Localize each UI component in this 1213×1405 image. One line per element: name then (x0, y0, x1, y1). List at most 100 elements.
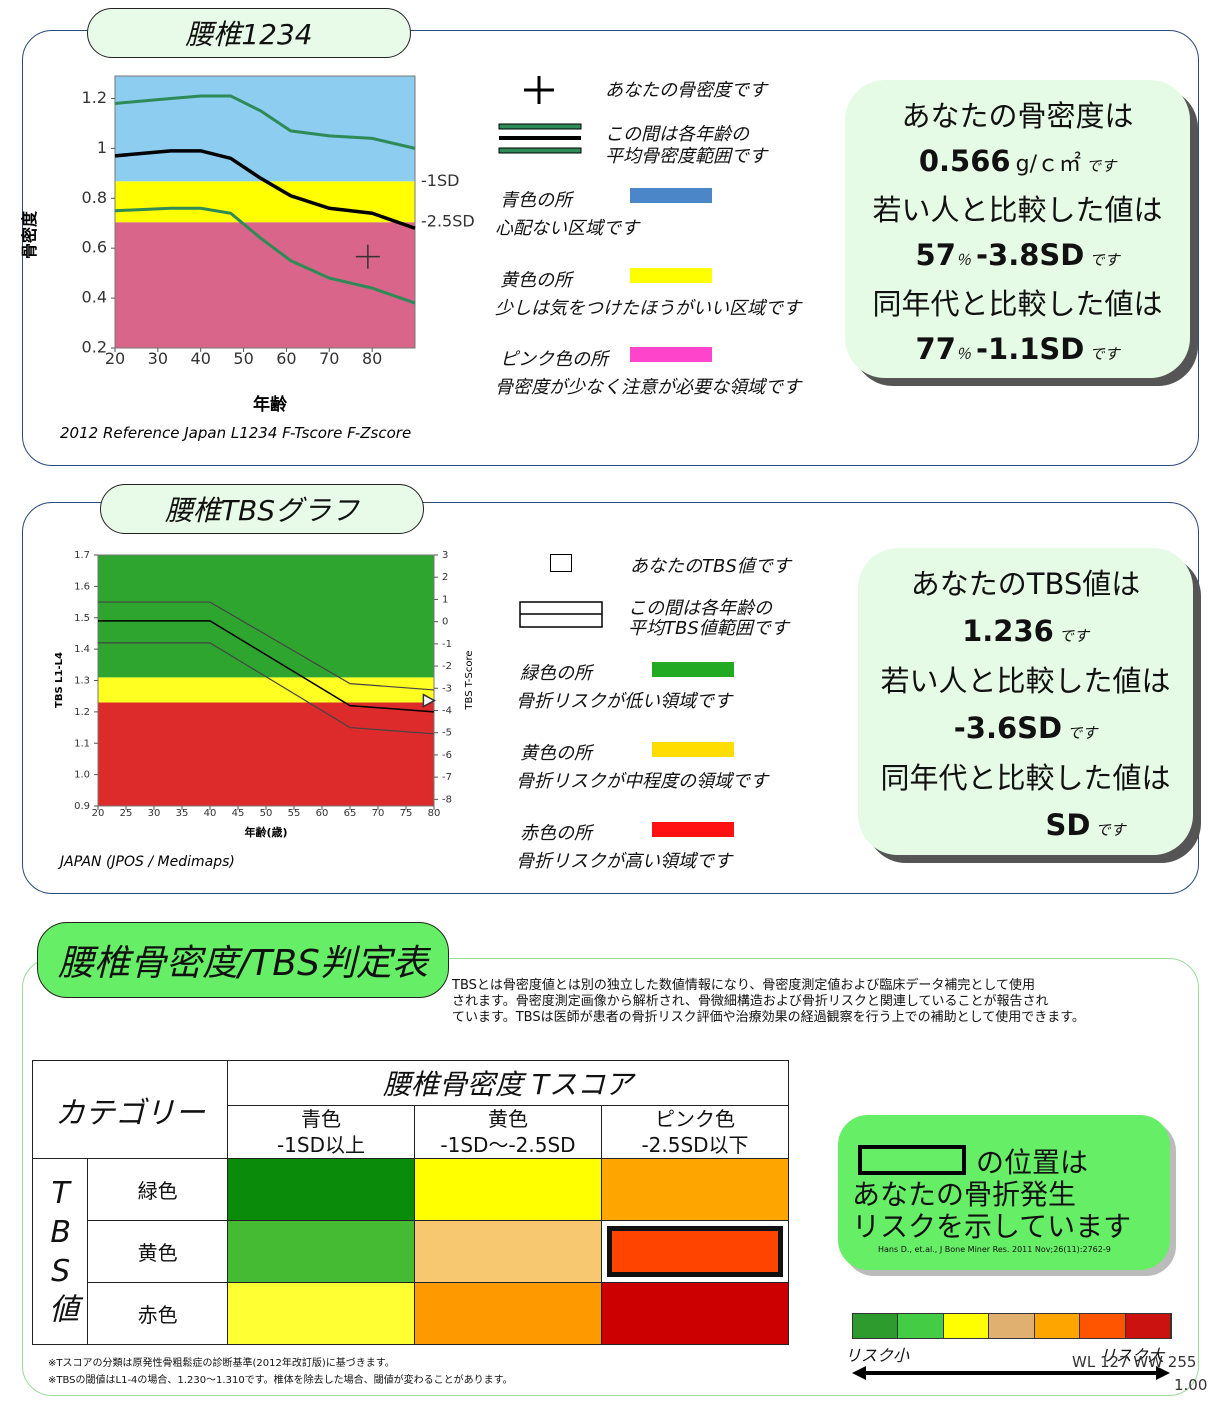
legend-text: あなたの骨密度です (605, 80, 767, 101)
y-tick-label: 1.2 (82, 88, 107, 107)
y2-axis-label: TBS T-Score (464, 650, 475, 710)
x-axis-label: 年齢(歳) (244, 825, 287, 839)
y-axis-label: 骨密度 (20, 210, 39, 259)
column-range: -1SD～-2.5SD (440, 1133, 576, 1157)
plus-icon (524, 76, 554, 104)
tbs-chart: 0.91.01.11.21.31.41.51.61.720 25 30 35 40 45 5… (54, 550, 475, 870)
x-tick-label: 50 (260, 808, 273, 819)
y2-tick-label: -1 (442, 639, 452, 650)
suffix: です (1067, 723, 1098, 742)
legend-text: ピンク色の所 (500, 349, 608, 370)
y2-tick-label: -3 (442, 683, 452, 694)
x-tick-label: 70 (319, 349, 339, 368)
zone (98, 555, 434, 678)
result-heading: 同年代と比較した値は (872, 286, 1163, 321)
swatch (652, 742, 734, 757)
x-tick-label: 50 (233, 349, 253, 368)
percent-sign: ％ (955, 344, 971, 363)
x-tick-label: 60 (276, 349, 296, 368)
legend-text: 青色の所 (500, 190, 572, 211)
percent: 57 (915, 237, 956, 272)
legend-text: 骨密度が少なく注意が必要な領域です (495, 377, 801, 398)
y2-tick-label: -4 (442, 705, 452, 716)
column-group: 腰椎骨密度 Tスコア (227, 1060, 789, 1106)
risk-cell (601, 1220, 789, 1283)
result-heading: あなたのTBS値は (910, 567, 1141, 602)
corner: カテゴリー (32, 1060, 228, 1159)
callout: の位置は あなたの骨折発生 リスクを示しています Hans D., et.al.… (838, 1115, 1170, 1270)
row-group: TBS値 (31, 1158, 89, 1345)
x-tick-label: 30 (148, 808, 161, 819)
percent-sign: ％ (955, 250, 971, 269)
y-tick-label: 1.3 (74, 676, 90, 687)
risk-cell (227, 1158, 415, 1221)
series-line (98, 642, 435, 735)
section-title: 腰椎1234 (87, 8, 411, 58)
risk-low: リスク小 (845, 1346, 910, 1365)
legend-text: 緑色の所 (520, 663, 592, 684)
risk-cell (601, 1282, 789, 1345)
overlay-text: 1.00 (1174, 1376, 1208, 1394)
x-tick-label: 55 (288, 808, 301, 819)
y-tick-label: 1.1 (74, 738, 90, 749)
your-value-marker (355, 244, 380, 269)
x-tick-label: 25 (120, 808, 133, 819)
y-tick-label: 0.6 (82, 238, 107, 257)
y2-tick-label: -6 (442, 750, 452, 761)
suffix: です (1095, 820, 1126, 839)
zone (98, 702, 434, 806)
x-tick-label: 20 (92, 808, 105, 819)
chart-note: JAPAN (JPOS / Medimaps) (57, 854, 235, 870)
risk-scale (852, 1313, 1172, 1339)
suffix: です (1058, 626, 1089, 645)
percent: 77 (915, 331, 956, 366)
legend-text: この間は各年齢の (605, 124, 749, 145)
series-line (114, 149, 416, 230)
x-tick-label: 40 (191, 349, 211, 368)
legend-text: 平均TBS値範囲です (628, 618, 789, 639)
result-heading: あなたの骨密度は (901, 98, 1134, 133)
y-tick-label: 0.8 (82, 188, 107, 207)
description: TBSとは骨密度値とは別の独立した数値情報になり、骨密度測定値および臨床データ補… (452, 978, 1085, 1026)
x-tick-label: 70 (372, 808, 385, 819)
suffix: です (1089, 250, 1120, 269)
risk-cell (414, 1158, 602, 1221)
swatch (652, 662, 734, 677)
result-card: あなたのTBS値は 1.236 です 若い人と比較した値は -3.6SD です … (858, 548, 1193, 855)
your-value-marker (422, 693, 436, 708)
legend-text: 黄色の所 (520, 743, 592, 764)
zone-label: -2.5SD (421, 212, 475, 231)
swatch (630, 347, 712, 362)
chart-note: 2012 Reference Japan L1234 F-Tscore F-Zs… (60, 424, 411, 442)
zone-label: -1SD (421, 171, 459, 190)
range-icon (519, 601, 603, 628)
row-header: 黄色 (87, 1220, 228, 1283)
scale-cell (853, 1314, 899, 1338)
legend-text: 骨折リスクが高い領域です (516, 851, 732, 872)
bmd-value: 0.566 (918, 143, 1011, 178)
result-card: あなたの骨密度は 0.566 g/ｃ㎡ です 若い人と比較した値は 57％ -3… (845, 80, 1190, 378)
scale-cell (943, 1314, 990, 1338)
legend-text: 骨折リスクが低い領域です (516, 691, 732, 712)
row-header: 緑色 (87, 1158, 228, 1221)
y-tick-label: 0.4 (82, 288, 107, 307)
series-line (98, 601, 435, 691)
y2-tick-label: 2 (442, 572, 448, 583)
zone (115, 181, 415, 223)
risk-cell (601, 1158, 789, 1221)
bmd-panel (22, 30, 1199, 466)
y-axis-label: TBS L1-L4 (54, 652, 65, 708)
sd: -3.6SD (953, 710, 1063, 745)
legend-text: 少しは気をつけたほうがいい区域です (495, 298, 801, 319)
description-line: TBSとは骨密度値とは別の独立した数値情報になり、骨密度測定値および臨床データ補… (452, 978, 1035, 993)
x-tick-label: 35 (176, 808, 189, 819)
column-range: -1SD以上 (276, 1133, 366, 1157)
note: ※Tスコアの分類は原発性骨粗鬆症の診断基準(2012年改訂版)に基づきます。 (48, 1358, 395, 1369)
y-tick-label: 1 (97, 138, 107, 157)
unit: g/ｃ㎡ (1015, 151, 1082, 177)
scale-cell (898, 1314, 944, 1338)
risk-arrow (852, 1366, 1170, 1380)
y2-tick-label: 0 (442, 617, 448, 628)
x-tick-label: 30 (148, 349, 168, 368)
section-title: 腰椎TBSグラフ (100, 484, 424, 534)
